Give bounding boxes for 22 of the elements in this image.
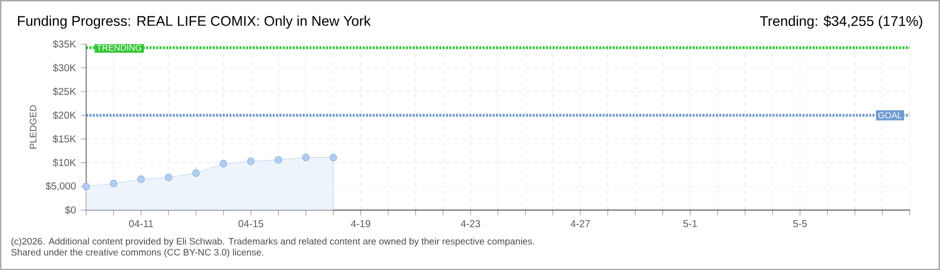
y-tick-label: $20K xyxy=(52,111,76,120)
text: Shared under the creative commons (CC BY-NC 3.0) license. xyxy=(11,248,264,258)
x-tick-label: 04-11 xyxy=(129,220,153,228)
ref-line-label: TRENDING xyxy=(96,44,142,51)
x-tick-label: 4-27 xyxy=(570,220,590,227)
y-tick-label: $30K xyxy=(52,64,76,72)
y-tick-label: $5,000 xyxy=(46,182,76,191)
x-tick-label: 5-5 xyxy=(793,220,807,227)
chart-title: Funding Progress: REAL LIFE COMIX: Only in New York xyxy=(18,16,371,29)
y-tick-label: $15K xyxy=(52,134,76,143)
chart-subtitle: Trending: $34,255 (171%) xyxy=(760,15,922,29)
y-tick-label: $25K xyxy=(52,87,76,96)
x-tick-label: 04-15 xyxy=(238,220,264,228)
x-tick-label: 4-23 xyxy=(460,220,480,228)
y-tick-label: $35K xyxy=(52,40,76,48)
x-tick-label: 4-19 xyxy=(350,220,370,228)
y-axis-title: PLEDGED xyxy=(30,105,36,149)
y-tick-label: $10K xyxy=(52,158,76,167)
text: (c)2026. Additional content provided by Eli Schwab. Trademarks and related content are owned by their respective companies. xyxy=(11,238,534,246)
ref-line-label: GOAL xyxy=(878,112,902,118)
y-tick-label: $0 xyxy=(65,206,76,214)
x-tick-label: 5-1 xyxy=(683,220,697,227)
